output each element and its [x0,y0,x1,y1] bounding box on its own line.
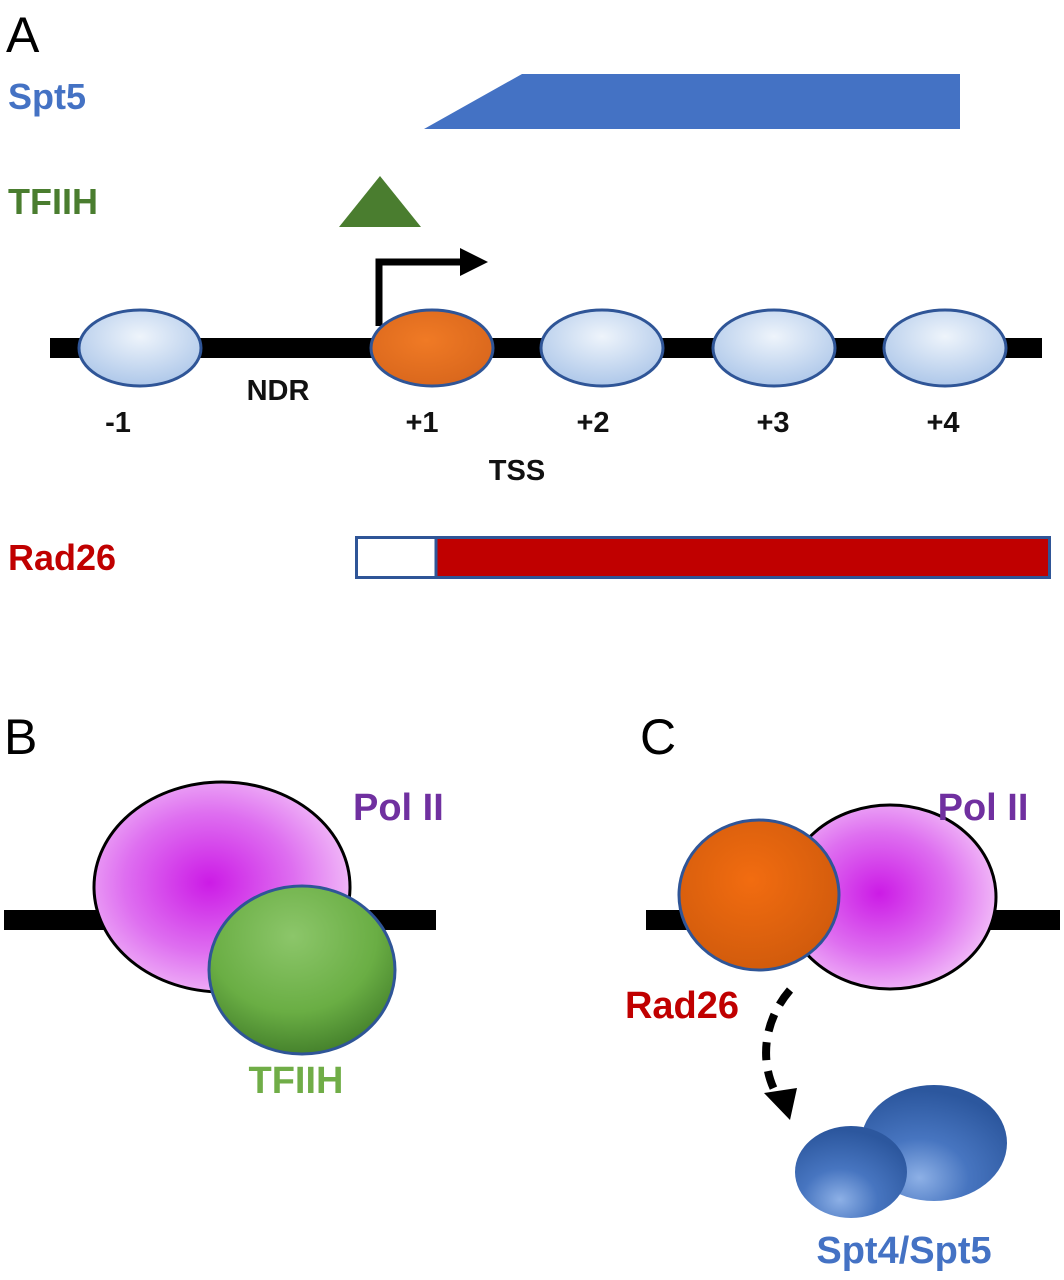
tfiih-peak-triangle [339,176,421,227]
nucleosome-plus2 [539,308,665,388]
nucleosome-plus1 [369,308,495,388]
pol-ii-label-c: Pol II [938,787,1029,829]
panel-a-letter: A [6,7,40,63]
panel-a: A Spt5 TFIIH NDR -1 +1 +2 +3 +4 TSS Rad2… [6,7,1051,579]
nucleosome-minus1 [77,308,203,388]
pol-ii-label-b: Pol II [353,787,444,829]
rad26-complex [677,818,841,972]
tfiih-label-b: TFIIH [249,1060,344,1102]
nucleosome-plus3 [711,308,837,388]
spt4-subunit [795,1126,907,1218]
nucleosome-label-plus1: +1 [405,407,438,439]
nucleosome-label-minus1: -1 [105,407,131,439]
rad26-occupancy-bar [436,539,1048,576]
spt4-spt5-label: Spt4/Spt5 [816,1230,991,1272]
nucleosome-label-plus2: +2 [576,407,609,439]
panel-b: B Pol II TFIIH [4,709,444,1102]
panel-c-letter: C [640,709,676,765]
spt5-occupancy-profile [424,74,960,129]
tss-arrow-icon [375,248,488,326]
nucleosome-plus4 [882,308,1008,388]
panel-c: C Pol II Rad26 Spt4/Spt5 [625,709,1060,1272]
tfiih-complex [207,884,397,1056]
nucleosome-label-plus3: +3 [756,407,789,439]
nucleosome-label-plus4: +4 [926,407,959,439]
tfiih-track-label: TFIIH [8,181,98,222]
rad26-label-c: Rad26 [625,985,739,1027]
panel-b-letter: B [4,709,37,765]
tss-label: TSS [489,455,545,487]
spt5-track-label: Spt5 [8,76,86,117]
rad26-track-label: Rad26 [8,537,116,578]
ndr-label: NDR [247,375,310,407]
dashed-arrow-icon [762,987,797,1120]
